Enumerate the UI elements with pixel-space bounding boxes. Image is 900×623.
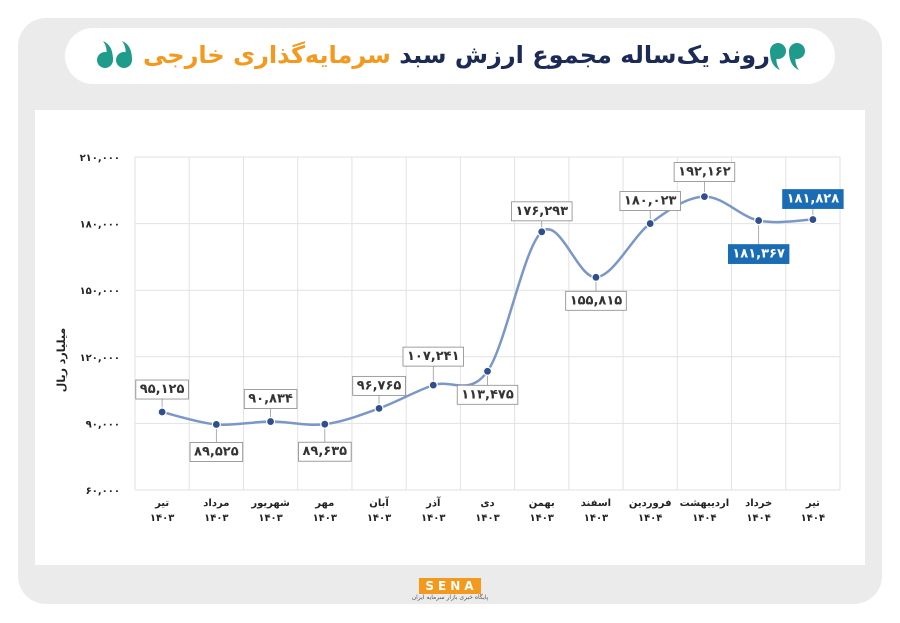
value-label-box bbox=[243, 389, 298, 409]
value-label: ۱۰۷,۲۴۱ bbox=[407, 349, 460, 364]
value-label-group: ۱۸۱,۸۲۸ bbox=[782, 189, 844, 209]
point bbox=[320, 419, 330, 429]
x-tick-label: آذر ۱۴۰۳ bbox=[421, 498, 446, 524]
x-tick-label: فروردین ۱۴۰۴ bbox=[628, 498, 672, 524]
title-highlight: سرمایه‌گذاری خارجی bbox=[143, 41, 391, 69]
point bbox=[808, 214, 818, 225]
logo-caption: پایگاه خبری بازار سرمایه ایران bbox=[411, 594, 489, 601]
value-label: ۱۵۵,۸۱۵ bbox=[570, 293, 623, 308]
value-label-group: ۹۶,۷۶۵ bbox=[352, 375, 406, 396]
x-tick-label: شهریور ۱۴۰۳ bbox=[251, 498, 290, 524]
value-label-box bbox=[456, 384, 519, 405]
value-label-box bbox=[135, 379, 189, 400]
value-label-group: ۸۹,۶۳۵ bbox=[298, 441, 352, 462]
point bbox=[265, 416, 276, 427]
value-label: ۸۹,۶۳۵ bbox=[302, 444, 347, 459]
y-tick-label: ۱۸۰,۰۰۰ bbox=[80, 220, 120, 231]
value-label-group: ۱۸۰,۰۲۳ bbox=[619, 191, 681, 211]
y-axis-label: میلیارد ریال bbox=[55, 328, 68, 392]
point bbox=[211, 419, 221, 430]
value-label: ۱۸۱,۸۲۸ bbox=[787, 192, 840, 207]
logo-mark: SENA bbox=[419, 578, 481, 594]
point bbox=[482, 366, 493, 376]
value-label-box bbox=[619, 191, 681, 211]
point bbox=[537, 227, 547, 237]
line bbox=[161, 195, 813, 427]
value-label-box bbox=[673, 162, 736, 183]
x-tick-label: تیر ۱۴۰۴ bbox=[800, 498, 826, 524]
logo: SENA پایگاه خبری بازار سرمایه ایران bbox=[405, 575, 495, 601]
y-tick-label: ۱۲۰,۰۰۰ bbox=[80, 353, 120, 364]
value-label: ۱۸۰,۰۲۳ bbox=[624, 194, 677, 209]
x-tick-label: آبان ۱۴۰۳ bbox=[366, 498, 392, 524]
x-tick-label: اردیبهشت ۱۴۰۴ bbox=[679, 498, 730, 524]
value-label-box bbox=[565, 290, 627, 311]
value-label: ۹۰,۸۳۴ bbox=[248, 392, 293, 407]
value-label-group: ۹۰,۸۳۴ bbox=[243, 389, 298, 409]
value-label-box bbox=[189, 442, 244, 462]
value-label-group: ۱۰۷,۲۴۱ bbox=[402, 346, 464, 367]
quote-right bbox=[770, 43, 805, 70]
value-label: ۱۱۳,۴۷۵ bbox=[461, 387, 514, 402]
value-label-group: ۱۷۶,۲۹۳ bbox=[511, 201, 573, 222]
point bbox=[699, 192, 710, 202]
plot-panel bbox=[35, 110, 865, 565]
value-label-box bbox=[298, 441, 352, 462]
y-tick-label: ۲۱۰,۰۰۰ bbox=[80, 153, 120, 164]
point bbox=[591, 272, 601, 282]
value-label: ۱۸۱,۳۶۷ bbox=[732, 247, 785, 262]
x-tick-label: دی ۱۴۰۳ bbox=[475, 498, 500, 524]
value-label-box bbox=[402, 346, 464, 367]
point bbox=[374, 403, 384, 413]
x-tick-label: تیر ۱۴۰۳ bbox=[149, 498, 175, 524]
value-label-box bbox=[782, 189, 844, 209]
point bbox=[157, 407, 167, 417]
value-label-box bbox=[352, 375, 406, 396]
quote-left bbox=[97, 41, 132, 68]
value-label: ۱۹۲,۱۶۲ bbox=[678, 165, 731, 180]
x-tick-label: اسفند ۱۴۰۳ bbox=[580, 498, 612, 524]
point bbox=[428, 380, 438, 390]
value-label-box bbox=[511, 201, 573, 222]
value-label-group: ۹۵,۱۲۵ bbox=[135, 379, 189, 400]
value-label-group: ۱۹۲,۱۶۲ bbox=[673, 162, 736, 183]
value-label-group: ۱۵۵,۸۱۵ bbox=[565, 290, 627, 311]
x-tick-label: بهمن ۱۴۰۳ bbox=[528, 498, 555, 524]
x-tick-label: مهر ۱۴۰۳ bbox=[312, 498, 337, 524]
title-main: روند یک‌ساله مجموع ارزش سبد bbox=[399, 41, 770, 69]
x-tick-label: مرداد ۱۴۰۳ bbox=[203, 498, 230, 524]
point bbox=[645, 218, 655, 229]
y-tick-label: ۱۵۰,۰۰۰ bbox=[80, 286, 120, 297]
y-tick-label: ۶۰,۰۰۰ bbox=[86, 486, 120, 497]
x-tick-label: خرداد ۱۴۰۴ bbox=[745, 498, 773, 524]
y-tick-label: ۹۰,۰۰۰ bbox=[86, 419, 120, 430]
value-label-box bbox=[727, 244, 790, 264]
value-label: ۸۹,۵۲۵ bbox=[194, 444, 239, 459]
value-label: ۹۵,۱۲۵ bbox=[140, 382, 185, 397]
title: روند یک‌ساله مجموع ارزش سبد سرمایه‌گذاری… bbox=[143, 30, 770, 80]
value-label: ۹۶,۷۶۵ bbox=[357, 378, 402, 393]
value-label-group: ۱۸۱,۳۶۷ bbox=[727, 244, 790, 264]
header-bg bbox=[65, 28, 835, 84]
value-label-group: ۸۹,۵۲۵ bbox=[189, 442, 244, 462]
value-label-group: ۱۱۳,۴۷۵ bbox=[456, 384, 519, 405]
point bbox=[754, 215, 764, 226]
value-label: ۱۷۶,۲۹۳ bbox=[515, 204, 568, 219]
